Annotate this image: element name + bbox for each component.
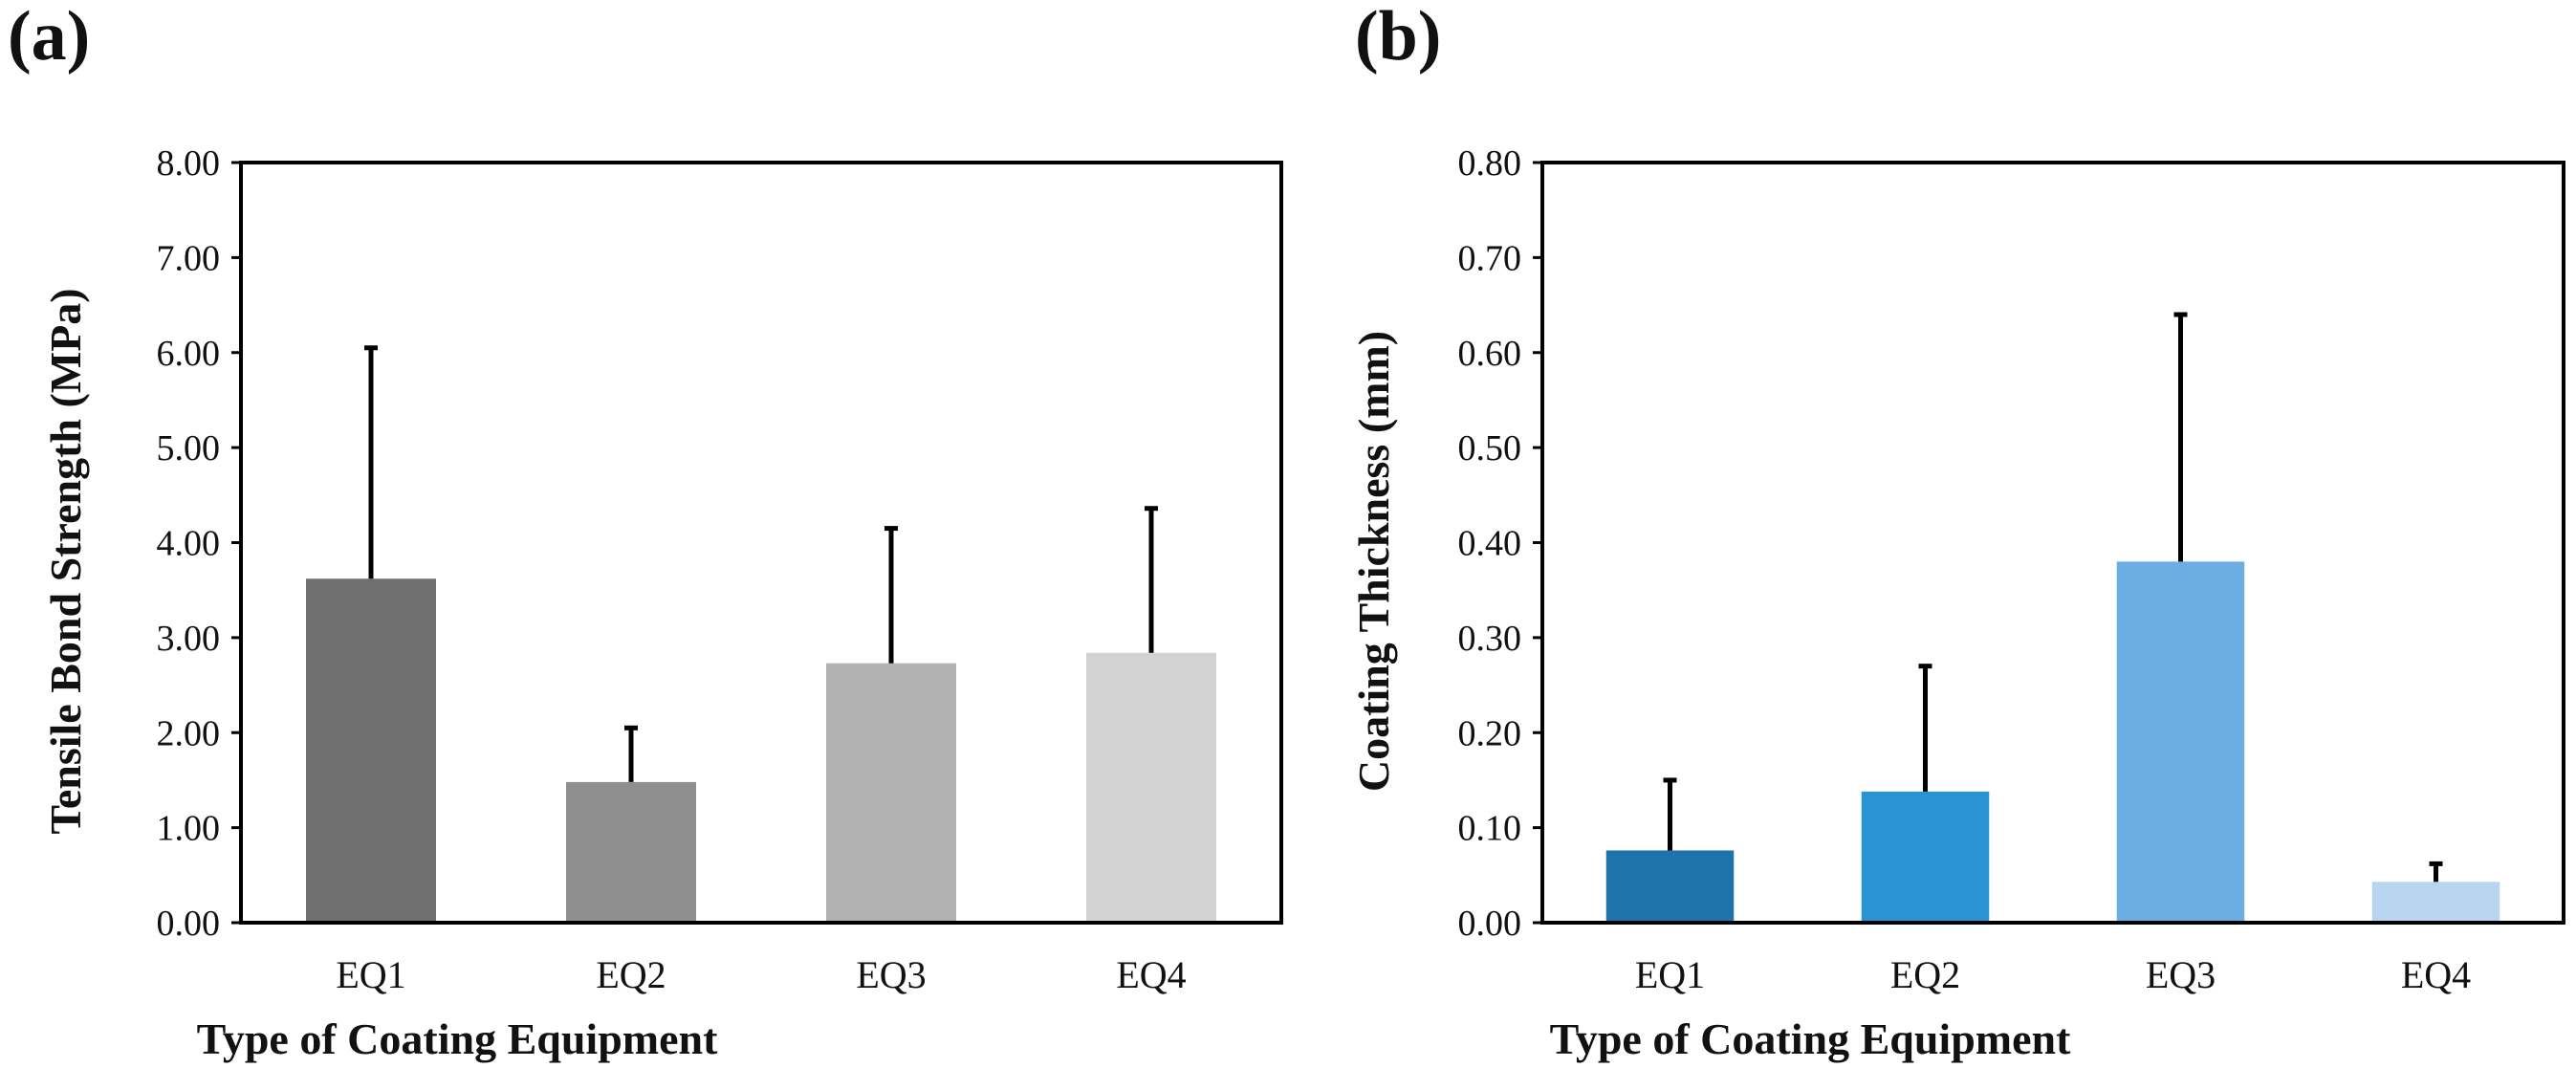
panel-b-bar-eq2 [1861, 791, 1990, 923]
panel-a-x-tick-label-eq2: EQ2 [596, 953, 666, 996]
panel-b-x-tick-label-eq1: EQ1 [1635, 953, 1705, 996]
panel-b-y-tick-label: 0.10 [1458, 809, 1522, 849]
panel-a-y-tick-label: 5.00 [157, 428, 221, 469]
panel-a-x-tick-label-eq1: EQ1 [336, 953, 405, 996]
panel-a-y-tick-label: 2.00 [157, 713, 221, 753]
panel-a-bar-eq3 [826, 663, 956, 923]
panel-b-x-tick-label-eq2: EQ2 [1890, 953, 1960, 996]
panel-a-y-tick-label: 7.00 [157, 238, 221, 278]
panel-a-bar-eq4 [1086, 652, 1216, 923]
panel-a-y-tick-label: 4.00 [157, 524, 221, 564]
panel-b-y-tick-label: 0.30 [1458, 619, 1522, 659]
panel-a-plot-frame [239, 161, 1283, 925]
panel-b-bar-eq4 [2371, 882, 2500, 923]
panel-b-y-tick-label: 0.40 [1458, 524, 1522, 564]
panel-b-bar-eq1 [1605, 850, 1735, 923]
panel-a-y-tick-label: 1.00 [157, 809, 221, 849]
panel-b-y-tick-label: 0.00 [1458, 904, 1522, 944]
panel-b-y-tick-label: 0.70 [1458, 238, 1522, 278]
panel-a-x-axis-title: Type of Coating Equipment [197, 1014, 719, 1063]
panel-a-y-tick-label: 6.00 [157, 334, 221, 374]
panel-b-x-tick-label-eq3: EQ3 [2146, 953, 2216, 996]
panel-b-plot-frame [1540, 161, 2565, 925]
panel-b-x-tick-label-eq4: EQ4 [2401, 953, 2471, 996]
panel-a-bar-eq2 [566, 781, 696, 923]
panel-a-y-axis-title: Tensile Bond Strength (MPa) [41, 288, 90, 834]
panel-a-y-tick-label: 3.00 [157, 619, 221, 659]
panel-b-label: (b) [1355, 0, 1441, 76]
panel-b-chart: (b) Type of Coating Equipment Coating Th… [1349, 0, 2565, 1063]
panel-b-y-tick-label: 0.20 [1458, 713, 1522, 753]
panel-b-y-tick-label: 0.60 [1458, 334, 1522, 374]
panel-a-y-tick-label: 0.00 [157, 904, 221, 944]
panel-b-bar-eq3 [2116, 561, 2245, 923]
panel-b-x-axis-title: Type of Coating Equipment [1550, 1014, 2072, 1063]
panel-a-bar-eq1 [306, 578, 436, 923]
panel-b-y-tick-label: 0.50 [1458, 428, 1522, 469]
panel-a-label: (a) [8, 0, 90, 76]
panel-a-chart: (a) Type of Coating Equipment Tensile Bo… [8, 0, 1283, 1063]
panel-a-y-tick-label: 8.00 [157, 143, 221, 184]
panel-b-y-tick-label: 0.80 [1458, 143, 1522, 184]
panel-b-y-axis-title: Coating Thickness (mm) [1349, 331, 1398, 792]
panel-a-x-tick-label-eq3: EQ3 [856, 953, 926, 996]
panel-a-x-tick-label-eq4: EQ4 [1116, 953, 1186, 996]
